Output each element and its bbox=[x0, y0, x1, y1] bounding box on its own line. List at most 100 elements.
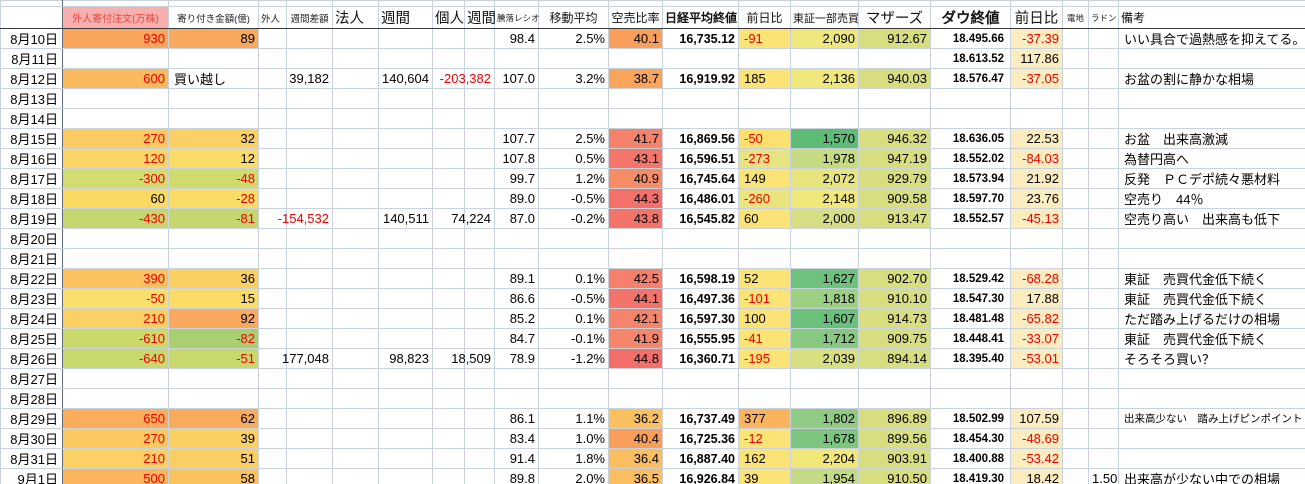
cell-radon[interactable] bbox=[1088, 88, 1119, 109]
cell-kingaku[interactable]: 89 bbox=[168, 28, 259, 49]
cell-gaiyori[interactable]: 600 bbox=[62, 68, 169, 89]
cell-karauri[interactable]: 36.2 bbox=[608, 408, 663, 429]
cell-mothers[interactable] bbox=[858, 228, 931, 249]
cell-ido[interactable]: -0.1% bbox=[538, 328, 609, 349]
cell-zen2[interactable] bbox=[1010, 108, 1063, 129]
cell-karauri[interactable]: 40.1 bbox=[608, 28, 663, 49]
cell-zen1[interactable] bbox=[738, 248, 791, 269]
cell-toraku[interactable] bbox=[494, 388, 539, 409]
cell-mothers[interactable]: 910.10 bbox=[858, 288, 931, 309]
cell-hojin[interactable] bbox=[332, 348, 379, 369]
cell-karauri[interactable]: 43.8 bbox=[608, 208, 663, 229]
cell-dow[interactable]: 18.597.70 bbox=[930, 188, 1011, 209]
cell-zen2[interactable]: 22.53 bbox=[1010, 128, 1063, 149]
cell-shukan1[interactable] bbox=[378, 448, 433, 469]
cell-gaiyori[interactable] bbox=[62, 108, 169, 129]
cell-ido[interactable]: 1.1% bbox=[538, 408, 609, 429]
cell-kingaku[interactable]: 32 bbox=[168, 128, 259, 149]
cell-ido[interactable] bbox=[538, 368, 609, 389]
cell-radon[interactable]: 1.50 bbox=[1088, 468, 1119, 484]
cell-hojin[interactable] bbox=[332, 428, 379, 449]
col-header-gaiyori[interactable]: 外人寄付注文(万株) bbox=[62, 6, 169, 29]
cell-zen2[interactable]: -37.39 bbox=[1010, 28, 1063, 49]
cell-toraku[interactable]: 91.4 bbox=[494, 448, 539, 469]
cell-denchi[interactable] bbox=[1062, 208, 1089, 229]
cell-gaijin[interactable] bbox=[258, 68, 287, 89]
cell-gaijin[interactable] bbox=[258, 228, 287, 249]
cell-mothers[interactable]: 947.19 bbox=[858, 148, 931, 169]
row-date[interactable]: 8月15日 bbox=[0, 128, 63, 149]
cell-mothers[interactable]: 929.79 bbox=[858, 168, 931, 189]
cell-sagaku[interactable] bbox=[286, 328, 333, 349]
cell-zen2[interactable]: 117.86 bbox=[1010, 48, 1063, 69]
cell-tosho[interactable]: 2,039 bbox=[790, 348, 859, 369]
row-date[interactable]: 8月11日 bbox=[0, 48, 63, 69]
cell-gaijin[interactable] bbox=[258, 388, 287, 409]
cell-zen1[interactable]: 60 bbox=[738, 208, 791, 229]
cell-denchi[interactable] bbox=[1062, 328, 1089, 349]
cell-gaiyori[interactable]: 270 bbox=[62, 428, 169, 449]
cell-radon[interactable] bbox=[1088, 208, 1119, 229]
cell-toraku[interactable]: 87.0 bbox=[494, 208, 539, 229]
cell-dow[interactable] bbox=[930, 368, 1011, 389]
row-date[interactable]: 8月20日 bbox=[0, 228, 63, 249]
cell-kojin[interactable] bbox=[432, 28, 465, 49]
cell-kingaku[interactable]: 92 bbox=[168, 308, 259, 329]
cell-ido[interactable]: 0.1% bbox=[538, 268, 609, 289]
col-header-date[interactable] bbox=[0, 6, 63, 29]
cell-nikkei[interactable]: 16,926.84 bbox=[662, 468, 739, 484]
cell-zen1[interactable]: -50 bbox=[738, 128, 791, 149]
cell-biko[interactable] bbox=[1118, 88, 1305, 109]
cell-gaiyori[interactable]: 930 bbox=[62, 28, 169, 49]
cell-denchi[interactable] bbox=[1062, 68, 1089, 89]
row-date[interactable]: 8月28日 bbox=[0, 388, 63, 409]
cell-mothers[interactable]: 910.50 bbox=[858, 468, 931, 484]
cell-dow[interactable]: 18.481.48 bbox=[930, 308, 1011, 329]
cell-tosho[interactable]: 2,204 bbox=[790, 448, 859, 469]
cell-kingaku[interactable]: 62 bbox=[168, 408, 259, 429]
cell-ido[interactable]: 3.2% bbox=[538, 68, 609, 89]
cell-radon[interactable] bbox=[1088, 68, 1119, 89]
cell-radon[interactable] bbox=[1088, 448, 1119, 469]
cell-hojin[interactable] bbox=[332, 108, 379, 129]
col-header-radon[interactable]: ラドン bbox=[1088, 6, 1119, 29]
cell-denchi[interactable] bbox=[1062, 368, 1089, 389]
cell-gaiyori[interactable]: 120 bbox=[62, 148, 169, 169]
cell-dow[interactable]: 18.576.47 bbox=[930, 68, 1011, 89]
cell-ido[interactable] bbox=[538, 228, 609, 249]
cell-toraku[interactable] bbox=[494, 248, 539, 269]
cell-shukan1[interactable] bbox=[378, 128, 433, 149]
cell-zen2[interactable] bbox=[1010, 228, 1063, 249]
cell-biko[interactable] bbox=[1118, 48, 1305, 69]
cell-nikkei[interactable]: 16,597.30 bbox=[662, 308, 739, 329]
row-date[interactable]: 8月23日 bbox=[0, 288, 63, 309]
cell-gaijin[interactable] bbox=[258, 468, 287, 484]
cell-hojin[interactable] bbox=[332, 168, 379, 189]
cell-gaijin[interactable] bbox=[258, 188, 287, 209]
col-header-kingaku[interactable]: 寄り付き金額(億) bbox=[168, 6, 259, 29]
cell-ido[interactable] bbox=[538, 108, 609, 129]
cell-zen2[interactable]: -53.42 bbox=[1010, 448, 1063, 469]
cell-sagaku[interactable]: 177,048 bbox=[282, 348, 333, 369]
cell-shukan2[interactable]: -203,382 bbox=[440, 68, 495, 89]
cell-kojin[interactable] bbox=[432, 268, 465, 289]
cell-mothers[interactable]: 899.56 bbox=[858, 428, 931, 449]
cell-hojin[interactable] bbox=[332, 448, 379, 469]
cell-nikkei[interactable]: 16,596.51 bbox=[662, 148, 739, 169]
cell-karauri[interactable]: 41.7 bbox=[608, 128, 663, 149]
cell-ido[interactable]: 1.0% bbox=[538, 428, 609, 449]
cell-hojin[interactable] bbox=[332, 88, 379, 109]
cell-karauri[interactable]: 36.5 bbox=[608, 468, 663, 484]
cell-hojin[interactable] bbox=[332, 368, 379, 389]
cell-zen2[interactable] bbox=[1010, 88, 1063, 109]
cell-shukan2[interactable] bbox=[464, 108, 495, 129]
cell-dow[interactable]: 18.552.57 bbox=[930, 208, 1011, 229]
cell-ido[interactable]: 1.8% bbox=[538, 448, 609, 469]
cell-kojin[interactable] bbox=[432, 428, 465, 449]
cell-toraku[interactable]: 89.8 bbox=[494, 468, 539, 484]
cell-gaijin[interactable] bbox=[258, 448, 287, 469]
cell-sagaku[interactable] bbox=[286, 308, 333, 329]
col-header-dow[interactable]: ダウ終値 bbox=[930, 6, 1011, 29]
cell-sagaku[interactable] bbox=[286, 268, 333, 289]
cell-toraku[interactable]: 89.1 bbox=[494, 268, 539, 289]
